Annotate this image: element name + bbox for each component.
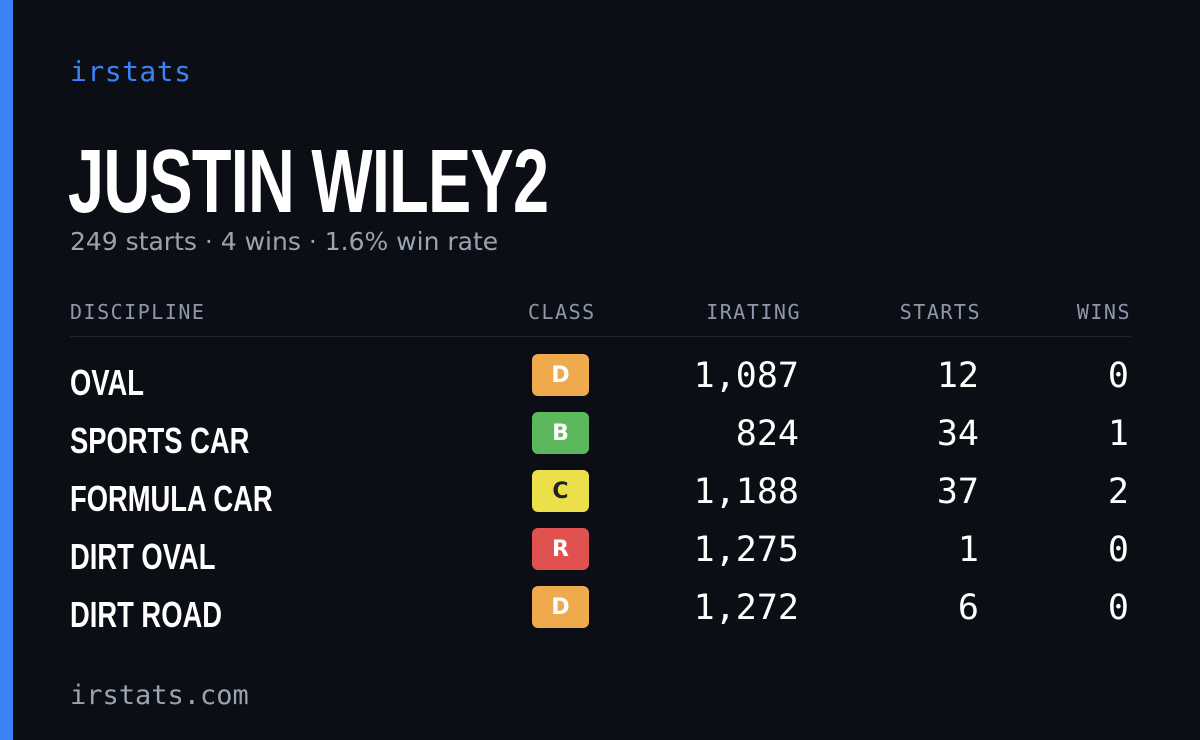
table-row: DIRT OVAL R 1,275 1 0 [70, 528, 1131, 586]
table-row: OVAL D 1,087 12 0 [70, 354, 1131, 412]
class-badge: B [532, 412, 589, 454]
class-badge: D [532, 354, 589, 396]
player-summary: 249 starts · 4 wins · 1.6% win rate [70, 227, 499, 256]
irating-value: 1,272 [693, 588, 799, 628]
footer-url[interactable]: irstats.com [70, 680, 249, 711]
header-wins: WINS [1076, 300, 1131, 324]
irating-value: 824 [735, 414, 799, 454]
irating-value: 1,188 [693, 472, 799, 512]
table-row: SPORTS CAR B 824 34 1 [70, 412, 1131, 470]
class-badge: C [532, 470, 589, 512]
header-class: CLASS [528, 300, 596, 324]
accent-bar [0, 0, 13, 740]
irating-value: 1,275 [693, 530, 799, 570]
header-discipline: DISCIPLINE [70, 300, 206, 324]
wins-value: 0 [1107, 588, 1129, 628]
class-badge: R [532, 528, 589, 570]
wins-value: 1 [1107, 414, 1129, 454]
class-badge: D [532, 586, 589, 628]
header-starts: STARTS [899, 300, 981, 324]
brand-logo: irstats [70, 55, 192, 88]
starts-value: 12 [936, 356, 979, 396]
header-irating: IRATING [706, 300, 801, 324]
starts-value: 37 [936, 472, 979, 512]
discipline-name: DIRT OVAL [70, 536, 216, 577]
discipline-name: SPORTS CAR [70, 420, 250, 461]
discipline-name: FORMULA CAR [70, 478, 273, 519]
table-row: DIRT ROAD D 1,272 6 0 [70, 586, 1131, 644]
irating-value: 1,087 [693, 356, 799, 396]
starts-value: 6 [957, 588, 979, 628]
starts-value: 34 [936, 414, 979, 454]
discipline-name: DIRT ROAD [70, 594, 222, 635]
discipline-name: OVAL [70, 362, 144, 403]
table-header: DISCIPLINE CLASS IRATING STARTS WINS [70, 300, 1131, 337]
wins-value: 2 [1107, 472, 1129, 512]
wins-value: 0 [1107, 356, 1129, 396]
wins-value: 0 [1107, 530, 1129, 570]
starts-value: 1 [957, 530, 979, 570]
player-name: JUSTIN WILEY2 [68, 132, 549, 232]
table-row: FORMULA CAR C 1,188 37 2 [70, 470, 1131, 528]
